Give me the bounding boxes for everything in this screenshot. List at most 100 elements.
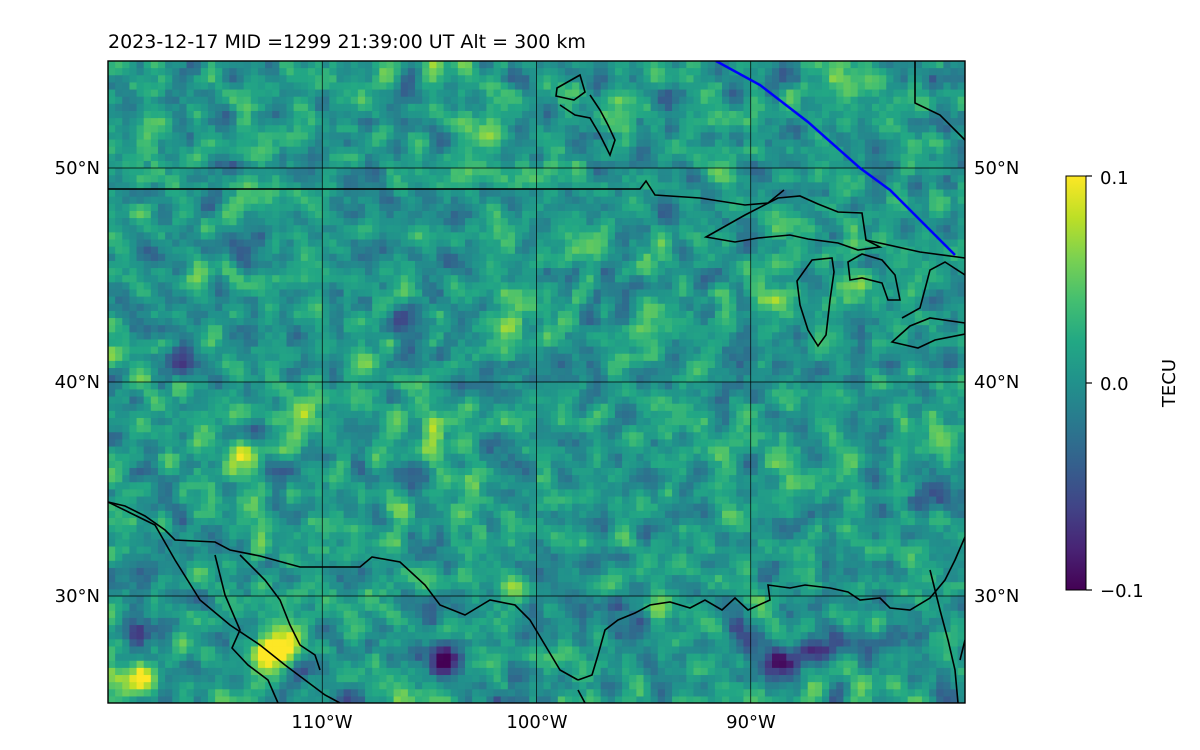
heatmap-cell bbox=[393, 146, 402, 155]
heatmap-cell bbox=[122, 296, 131, 305]
heatmap-cell bbox=[757, 168, 766, 176]
heatmap-cell bbox=[443, 225, 452, 233]
heatmap-cell bbox=[207, 346, 216, 355]
heatmap-cell bbox=[536, 232, 545, 241]
heatmap-cell bbox=[529, 289, 537, 298]
heatmap-cell bbox=[593, 96, 602, 105]
heatmap-cell bbox=[279, 246, 288, 255]
heatmap-cell bbox=[186, 189, 195, 198]
heatmap-cell bbox=[343, 189, 352, 198]
heatmap-cell bbox=[714, 346, 723, 355]
heatmap-cell bbox=[486, 346, 495, 355]
heatmap-cell bbox=[886, 182, 894, 191]
heatmap-cell bbox=[514, 296, 523, 305]
heatmap-cell bbox=[914, 103, 923, 112]
heatmap-cell bbox=[743, 246, 752, 255]
heatmap-cell bbox=[693, 82, 702, 91]
heatmap-cell bbox=[643, 218, 652, 226]
heatmap-cell bbox=[893, 125, 902, 133]
heatmap-cell bbox=[157, 153, 166, 162]
heatmap-cell bbox=[750, 239, 759, 248]
heatmap-cell bbox=[293, 218, 302, 226]
heatmap-cell bbox=[607, 61, 616, 69]
heatmap-cell bbox=[122, 282, 131, 291]
heatmap-cell bbox=[729, 225, 737, 233]
heatmap-cell bbox=[772, 96, 780, 105]
heatmap-cell bbox=[536, 339, 545, 348]
heatmap-cell bbox=[650, 96, 659, 105]
heatmap-cell bbox=[115, 182, 123, 191]
heatmap-cell bbox=[793, 118, 802, 126]
heatmap-cell bbox=[472, 253, 480, 262]
heatmap-cell bbox=[365, 318, 373, 326]
heatmap-cell bbox=[108, 310, 116, 319]
heatmap-cell bbox=[557, 153, 566, 162]
heatmap-cell bbox=[115, 160, 123, 169]
heatmap-cell bbox=[786, 110, 795, 119]
heatmap-cell bbox=[843, 203, 852, 212]
heatmap-cell bbox=[886, 61, 894, 69]
heatmap-cell bbox=[622, 68, 630, 76]
heatmap-cell bbox=[215, 146, 223, 155]
heatmap-cell bbox=[886, 125, 894, 133]
heatmap-cell bbox=[864, 96, 873, 105]
heatmap-cell bbox=[929, 232, 937, 241]
heatmap-cell bbox=[443, 210, 452, 219]
heatmap-cell bbox=[450, 160, 459, 169]
heatmap-cell bbox=[150, 110, 159, 119]
heatmap-cell bbox=[879, 332, 887, 341]
heatmap-cell bbox=[436, 68, 445, 76]
heatmap-cell bbox=[536, 225, 545, 233]
heatmap-cell bbox=[279, 110, 288, 119]
heatmap-cell bbox=[564, 75, 573, 84]
heatmap-cell bbox=[822, 282, 830, 291]
heatmap-cell bbox=[257, 353, 266, 362]
heatmap-cell bbox=[193, 346, 202, 355]
heatmap-cell bbox=[793, 346, 802, 355]
heatmap-cell bbox=[871, 289, 880, 298]
heatmap-cell bbox=[115, 296, 123, 305]
heatmap-cell bbox=[129, 296, 138, 305]
heatmap-cell bbox=[407, 225, 416, 233]
heatmap-cell bbox=[572, 232, 580, 241]
heatmap-cell bbox=[700, 253, 709, 262]
heatmap-cell bbox=[429, 225, 438, 233]
heatmap-cell bbox=[129, 82, 138, 91]
heatmap-cell bbox=[150, 275, 159, 283]
heatmap-cell bbox=[664, 168, 673, 176]
heatmap-cell bbox=[714, 303, 723, 312]
heatmap-cell bbox=[500, 160, 509, 169]
heatmap-cell bbox=[664, 268, 673, 276]
heatmap-cell bbox=[814, 168, 823, 176]
heatmap-cell bbox=[443, 103, 452, 112]
heatmap-cell bbox=[772, 125, 780, 133]
heatmap-cell bbox=[165, 282, 173, 291]
heatmap-cell bbox=[357, 182, 366, 191]
heatmap-cell bbox=[650, 132, 659, 141]
heatmap-cell bbox=[379, 89, 388, 98]
heatmap-cell bbox=[843, 225, 852, 233]
heatmap-cell bbox=[857, 125, 866, 133]
heatmap-cell bbox=[557, 232, 566, 241]
heatmap-cell bbox=[129, 110, 138, 119]
heatmap-cell bbox=[679, 118, 687, 126]
heatmap-cell bbox=[672, 339, 680, 348]
heatmap-cell bbox=[215, 132, 223, 141]
heatmap-cell bbox=[743, 339, 752, 348]
heatmap-cell bbox=[800, 153, 809, 162]
heatmap-cell bbox=[350, 68, 359, 76]
heatmap-cell bbox=[672, 96, 680, 105]
heatmap-cell bbox=[829, 310, 837, 319]
heatmap-cell bbox=[693, 153, 702, 162]
heatmap-cell bbox=[607, 203, 616, 212]
heatmap-cell bbox=[479, 118, 488, 126]
heatmap-cell bbox=[172, 253, 180, 262]
heatmap-cell bbox=[429, 146, 438, 155]
heatmap-cell bbox=[686, 160, 695, 169]
heatmap-cell bbox=[529, 282, 537, 291]
heatmap-cell bbox=[629, 168, 637, 176]
heatmap-cell bbox=[879, 325, 887, 333]
heatmap-cell bbox=[150, 82, 159, 91]
heatmap-cell bbox=[293, 168, 302, 176]
heatmap-cell bbox=[807, 325, 816, 333]
